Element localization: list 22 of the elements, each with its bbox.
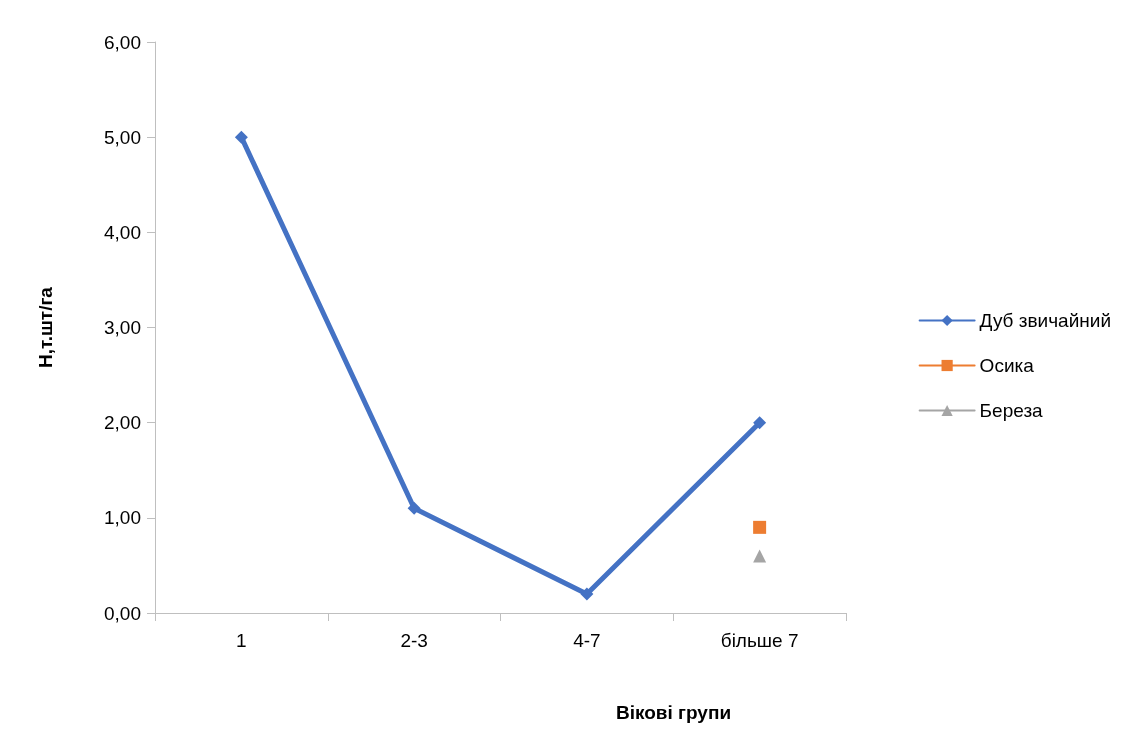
y-tick-label: 6,00 <box>104 31 141 53</box>
y-tick-label: 4,00 <box>104 221 141 243</box>
y-axis-title: Н,т.шт/га <box>35 286 56 368</box>
point <box>753 520 767 534</box>
point <box>407 501 421 515</box>
point <box>753 416 767 430</box>
legend-label: Дуб звичайний <box>979 310 1112 331</box>
x-tick-label: 4-7 <box>573 630 601 651</box>
y-tick-label: 0,00 <box>104 602 141 624</box>
point <box>234 130 248 144</box>
x-tick-label: 2-3 <box>400 630 428 651</box>
x-tick-label: більше 7 <box>720 630 799 651</box>
x-tick-label: 1 <box>236 630 247 651</box>
point <box>580 587 594 601</box>
y-tick-label: 2,00 <box>104 412 141 434</box>
y-tick-label: 3,00 <box>104 317 141 338</box>
point <box>753 549 767 563</box>
x-axis-title: Вікові групи <box>616 702 732 723</box>
y-tick-label: 1,00 <box>104 507 141 529</box>
legend-label: Осика <box>979 355 1035 376</box>
y-tick-label: 5,00 <box>104 126 141 148</box>
legend-label: Береза <box>979 400 1044 421</box>
